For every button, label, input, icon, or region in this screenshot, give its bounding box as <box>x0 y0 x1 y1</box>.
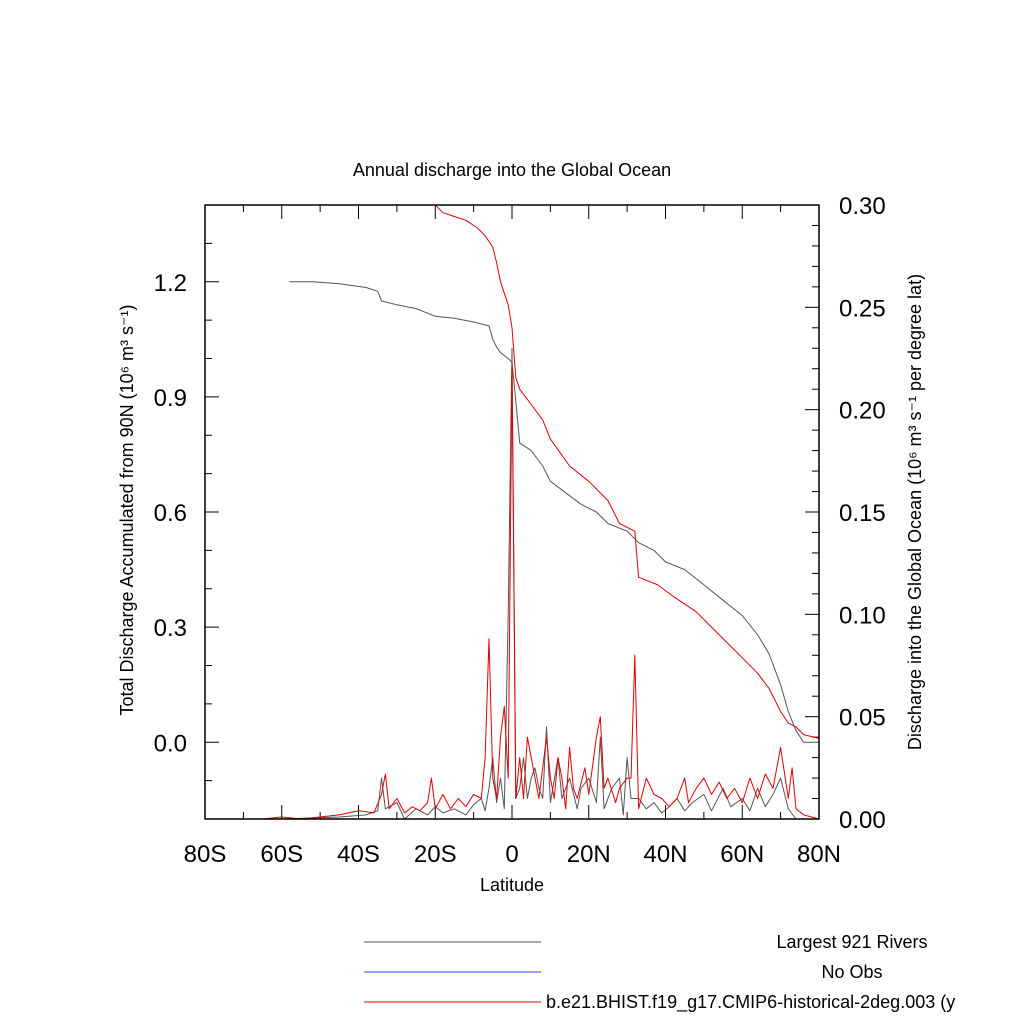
x-tick-label: 20S <box>414 841 457 868</box>
y-right-tick-label: 0.30 <box>839 193 886 220</box>
y-right-tick-label: 0.15 <box>839 500 886 527</box>
legend-label: Largest 921 Rivers <box>776 932 927 952</box>
series-line-left <box>434 204 820 739</box>
x-tick-label: 80S <box>184 841 227 868</box>
legend-label: No Obs <box>821 962 882 982</box>
x-axis-label: Latitude <box>480 875 544 895</box>
axis-ticks <box>204 204 820 820</box>
x-tick-label: 80N <box>797 841 841 868</box>
plot-frame <box>204 204 820 820</box>
y-left-axis-label: Total Discharge Accumulated from 90N (10… <box>117 304 137 715</box>
chart-title: Annual discharge into the Global Ocean <box>353 160 671 180</box>
y-right-axis-label: Discharge into the Global Ocean (10⁶ m³ … <box>905 274 925 750</box>
y-right-tick-label: 0.10 <box>839 602 886 629</box>
y-right-tick-labels: 0.00 0.05 0.10 0.15 0.20 0.25 0.30 <box>839 193 886 834</box>
y-right-tick-label: 0.05 <box>839 705 886 732</box>
series-line-left <box>289 281 819 743</box>
series-line-right <box>205 347 819 820</box>
x-tick-label: 20N <box>567 841 611 868</box>
y-left-tick-label: 0.6 <box>154 500 187 527</box>
y-left-tick-label: 0.0 <box>154 730 187 757</box>
x-tick-label: 0 <box>505 841 518 868</box>
y-left-tick-labels: 0.0 0.3 0.6 0.9 1.2 <box>154 270 187 758</box>
series-line-right <box>205 368 820 820</box>
y-right-tick-label: 0.00 <box>839 807 886 834</box>
x-tick-label: 60S <box>260 841 303 868</box>
y-left-tick-label: 1.2 <box>154 270 187 297</box>
x-tick-label: 40S <box>337 841 380 868</box>
y-left-tick-label: 0.9 <box>154 385 187 412</box>
x-tick-label: 60N <box>720 841 764 868</box>
x-tick-labels: 80S 60S 40S 20S 0 20N 40N 60N 80N <box>184 841 841 868</box>
legend-label: b.e21.BHIST.f19_g17.CMIP6-historical-2de… <box>546 992 955 1013</box>
chart-series <box>205 204 820 820</box>
y-right-tick-label: 0.20 <box>839 398 886 425</box>
y-right-tick-label: 0.25 <box>839 295 886 322</box>
legend: Largest 921 Rivers No Obs b.e21.BHIST.f19_… <box>364 932 955 1013</box>
y-left-tick-label: 0.3 <box>154 615 187 642</box>
x-tick-label: 40N <box>643 841 687 868</box>
